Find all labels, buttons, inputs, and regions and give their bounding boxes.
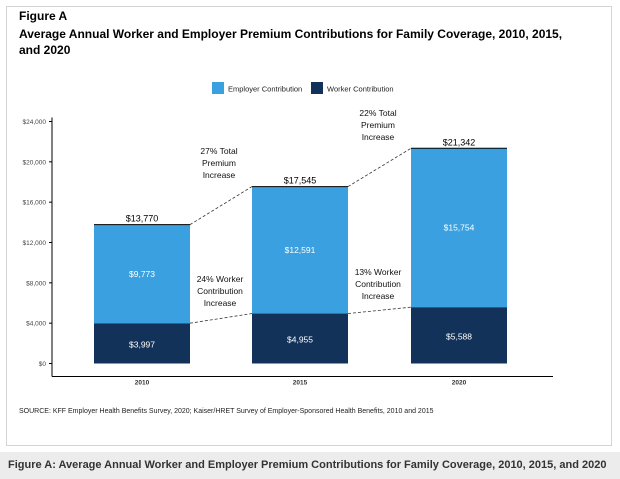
source-note: SOURCE: KFF Employer Health Benefits Sur…	[19, 408, 434, 415]
annotation-text: Increase	[203, 170, 236, 180]
y-tick-label: $20,000	[23, 159, 47, 166]
data-label-total: $17,545	[284, 176, 317, 186]
connector-worker	[347, 306, 412, 314]
chart-title: Average Annual Worker and Employer Premi…	[19, 27, 563, 57]
legend-swatch	[212, 82, 224, 94]
annotation-text: 22% Total	[359, 108, 396, 118]
annotation-text: Contribution	[355, 279, 401, 289]
x-tick-label: 2020	[452, 380, 467, 387]
data-label-total: $21,342	[443, 137, 476, 147]
legend-label: Worker Contribution	[327, 85, 394, 94]
x-tick-label: 2010	[135, 380, 150, 387]
connector-worker	[189, 313, 253, 324]
bar-employer	[252, 186, 348, 314]
data-label-total: $13,770	[126, 214, 159, 224]
annotation-text: Increase	[204, 298, 237, 308]
y-tick-label: $4,000	[26, 321, 46, 328]
y-tick-label: $16,000	[23, 200, 47, 207]
connector-total	[347, 147, 412, 187]
y-tick-label: $0	[39, 361, 47, 368]
data-label-worker: $5,588	[446, 331, 472, 341]
x-tick-label: 2015	[293, 380, 308, 387]
bar-worker	[411, 307, 507, 364]
annotation-text: Premium	[202, 158, 236, 168]
y-tick-label: $8,000	[26, 280, 46, 287]
annotation-text: Increase	[362, 291, 395, 301]
y-tick-label: $12,000	[23, 240, 47, 247]
bar-worker	[94, 323, 190, 364]
figure-label: Figure A	[19, 9, 68, 23]
annotation-text: 27% Total	[200, 146, 237, 156]
figure-caption: Figure A: Average Annual Worker and Empl…	[8, 459, 607, 471]
y-tick-label: $24,000	[23, 119, 47, 126]
data-label-worker: $4,955	[287, 335, 313, 345]
data-label-employer: $12,591	[285, 245, 316, 255]
bar-employer	[94, 224, 190, 324]
annotation-text: Premium	[361, 120, 395, 130]
bar-employer	[411, 148, 507, 308]
bar-worker	[252, 313, 348, 364]
annotation-text: 13% Worker	[355, 267, 402, 277]
connector-total	[189, 186, 253, 225]
annotation-text: Contribution	[197, 286, 243, 296]
data-label-employer: $9,773	[129, 269, 155, 279]
annotation-text: 24% Worker	[197, 274, 244, 284]
caption-bar: Figure A: Average Annual Worker and Empl…	[0, 452, 620, 479]
data-label-employer: $15,754	[444, 223, 475, 233]
annotation-text: Increase	[362, 132, 395, 142]
data-label-worker: $3,997	[129, 339, 155, 349]
legend-swatch	[311, 82, 323, 94]
legend-label: Employer Contribution	[228, 85, 302, 94]
